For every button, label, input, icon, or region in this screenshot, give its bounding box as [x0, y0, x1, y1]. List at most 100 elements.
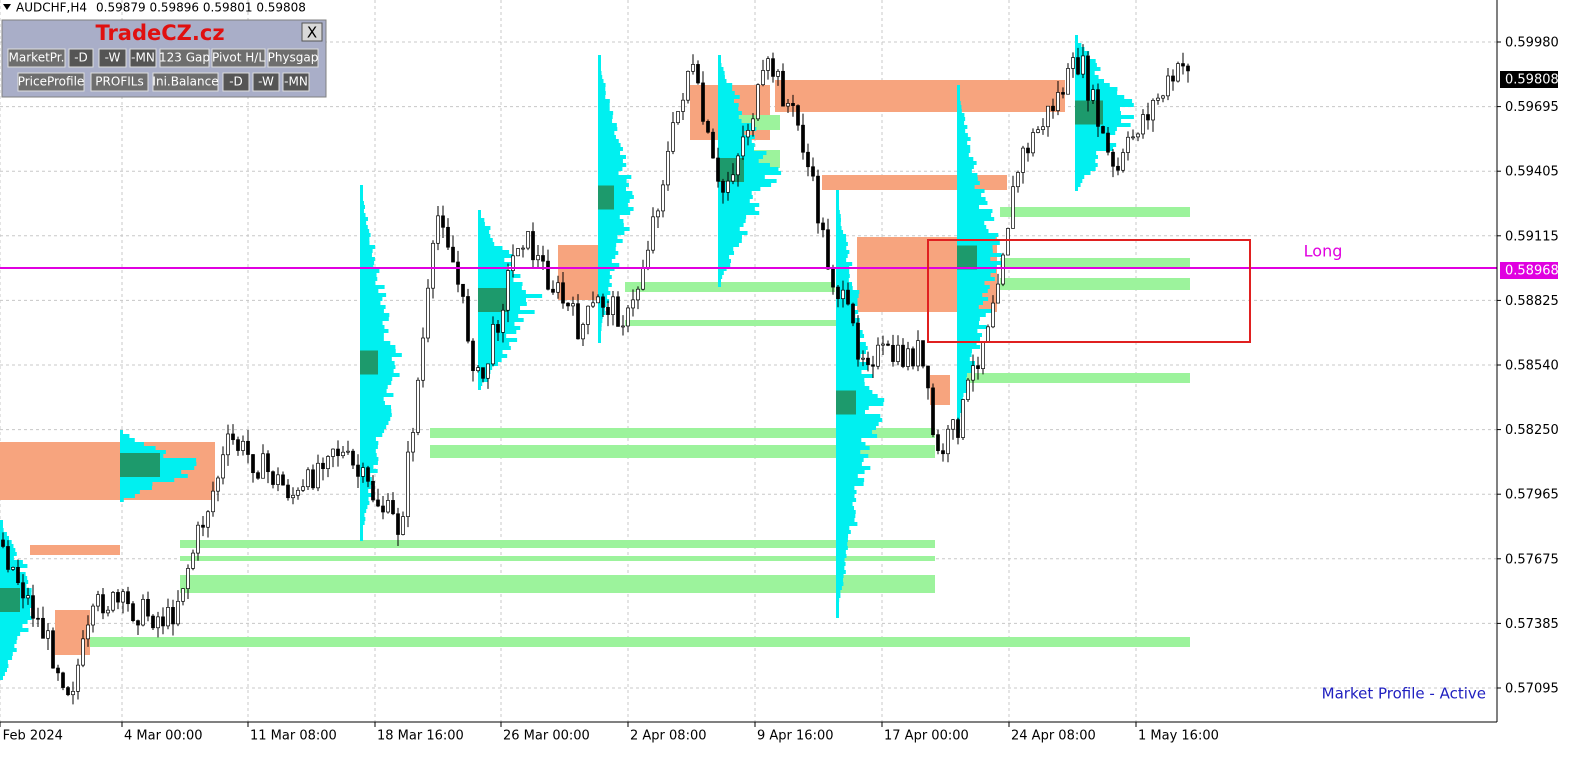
- panel-button[interactable]: [17, 72, 85, 92]
- value-area-bar: [430, 445, 935, 458]
- profile-row: [598, 91, 606, 95]
- candle-body: [571, 303, 575, 307]
- profile-row: [836, 518, 855, 522]
- profile-row: [598, 143, 621, 147]
- profile-row: [360, 281, 376, 285]
- candle-body: [1051, 105, 1055, 111]
- candle-body: [521, 247, 525, 250]
- button-label: -MN: [284, 75, 308, 89]
- panel-button[interactable]: [68, 48, 94, 68]
- profile-row: [360, 397, 384, 401]
- candle-body: [146, 598, 150, 617]
- profile-row: [360, 277, 378, 281]
- profile-row: [120, 490, 140, 494]
- profile-row: [1075, 155, 1098, 159]
- candle-body: [1181, 63, 1185, 67]
- candle-body: [421, 337, 425, 381]
- profile-row: [957, 221, 985, 225]
- profile-row: [836, 490, 857, 494]
- panel-button[interactable]: [282, 72, 310, 92]
- profile-row: [598, 211, 631, 215]
- profile-row: [360, 205, 366, 209]
- candle-body: [106, 609, 110, 614]
- profile-row: [718, 123, 753, 127]
- candle-body: [1096, 89, 1100, 127]
- candle-body: [531, 231, 535, 261]
- profile-row: [478, 214, 481, 218]
- time-label: 9 Apr 16:00: [757, 729, 834, 744]
- profile-row: [718, 127, 757, 131]
- profile-row: [0, 624, 23, 628]
- candle-body: [1056, 92, 1060, 111]
- candle-body: [816, 175, 820, 224]
- profile-row: [957, 349, 972, 353]
- candle-body: [831, 268, 835, 288]
- profile-row: [718, 191, 752, 195]
- menu-arrow[interactable]: [3, 4, 11, 10]
- profile-row: [836, 202, 839, 206]
- profile-row: [957, 197, 986, 201]
- profile-row: [478, 294, 543, 298]
- candle-body: [131, 603, 135, 621]
- price-label: 0.59980: [1505, 36, 1559, 51]
- profile-row: [478, 250, 510, 254]
- candle-body: [921, 340, 925, 367]
- profile-row: [360, 525, 363, 529]
- value-area-bar: [180, 540, 935, 548]
- profile-row: [360, 445, 378, 449]
- candle-body: [686, 70, 690, 101]
- profile-row: [836, 582, 844, 586]
- profile-row: [836, 414, 881, 418]
- candle-body: [21, 582, 25, 599]
- profile-row: [836, 338, 860, 342]
- profile-row: [957, 225, 987, 229]
- profile-row: [957, 137, 971, 141]
- panel-button[interactable]: [152, 72, 219, 92]
- profile-row: [718, 235, 742, 239]
- profile-row: [360, 245, 376, 249]
- button-label: PROFILs: [95, 75, 143, 89]
- panel-button[interactable]: [159, 48, 210, 68]
- panel-button[interactable]: [7, 48, 66, 68]
- panel-button[interactable]: [211, 48, 266, 68]
- profile-row: [836, 446, 870, 450]
- candle-body: [666, 150, 670, 186]
- profile-row: [360, 325, 385, 329]
- profile-row: [836, 514, 856, 518]
- profile-row: [1075, 123, 1131, 127]
- panel-button[interactable]: [267, 48, 319, 68]
- profile-row: [0, 576, 28, 580]
- panel-button[interactable]: [222, 72, 250, 92]
- value-area-bar: [1000, 278, 1190, 290]
- profile-row: [957, 393, 964, 397]
- profile-row: [360, 185, 363, 189]
- profile-row: [598, 219, 624, 223]
- panel-button[interactable]: [90, 72, 149, 92]
- candle-body: [956, 419, 960, 438]
- candle-body: [966, 379, 970, 400]
- profile-row: [957, 273, 991, 277]
- current-price-box: [1500, 71, 1558, 88]
- panel-button[interactable]: [98, 48, 127, 68]
- close-button[interactable]: [301, 22, 323, 42]
- profile-row: [120, 438, 135, 442]
- profile-row: [836, 194, 839, 198]
- profile-row: [836, 278, 849, 282]
- profile-row: [360, 293, 387, 297]
- candle-body: [91, 605, 95, 626]
- profile-row: [836, 370, 862, 374]
- candle-body: [836, 286, 840, 300]
- panel-button[interactable]: [252, 72, 280, 92]
- profile-row: [957, 173, 978, 177]
- profile-row: [718, 95, 740, 99]
- profile-row: [0, 632, 21, 636]
- candle-body: [271, 471, 275, 485]
- panel-button[interactable]: [129, 48, 157, 68]
- candle-body: [771, 58, 775, 77]
- profile-row: [718, 55, 721, 59]
- candle-body: [431, 242, 435, 289]
- candle-body: [476, 367, 480, 372]
- candle-body: [411, 432, 415, 453]
- profile-row: [957, 181, 980, 185]
- profile-row: [1075, 43, 1082, 47]
